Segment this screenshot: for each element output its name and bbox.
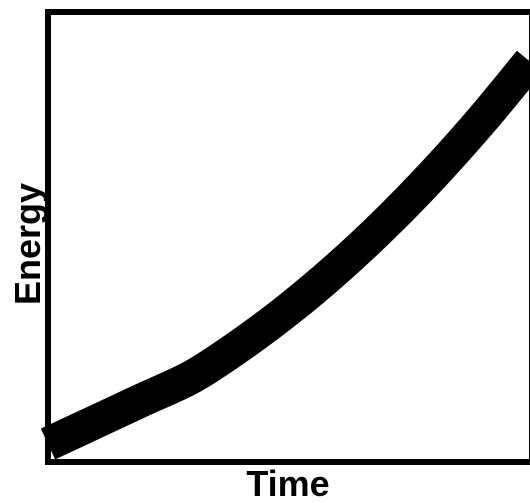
data-point-0-4: [239, 344, 242, 346]
series-line-0: [40, 50, 530, 460]
data-point-0-3: [191, 375, 194, 378]
x-axis-label: Time: [246, 463, 329, 503]
data-point-0-6: [336, 267, 339, 270]
plot-frame: [45, 9, 530, 465]
data-point-0-1: [95, 420, 98, 423]
y-axis-label: Energy: [7, 183, 48, 305]
data-point-0-2: [143, 398, 146, 400]
data-point-0-9: [480, 119, 483, 121]
data-point-0-7: [384, 222, 387, 225]
data-point-0-8: [432, 173, 435, 175]
data-point-0-5: [288, 308, 290, 310]
